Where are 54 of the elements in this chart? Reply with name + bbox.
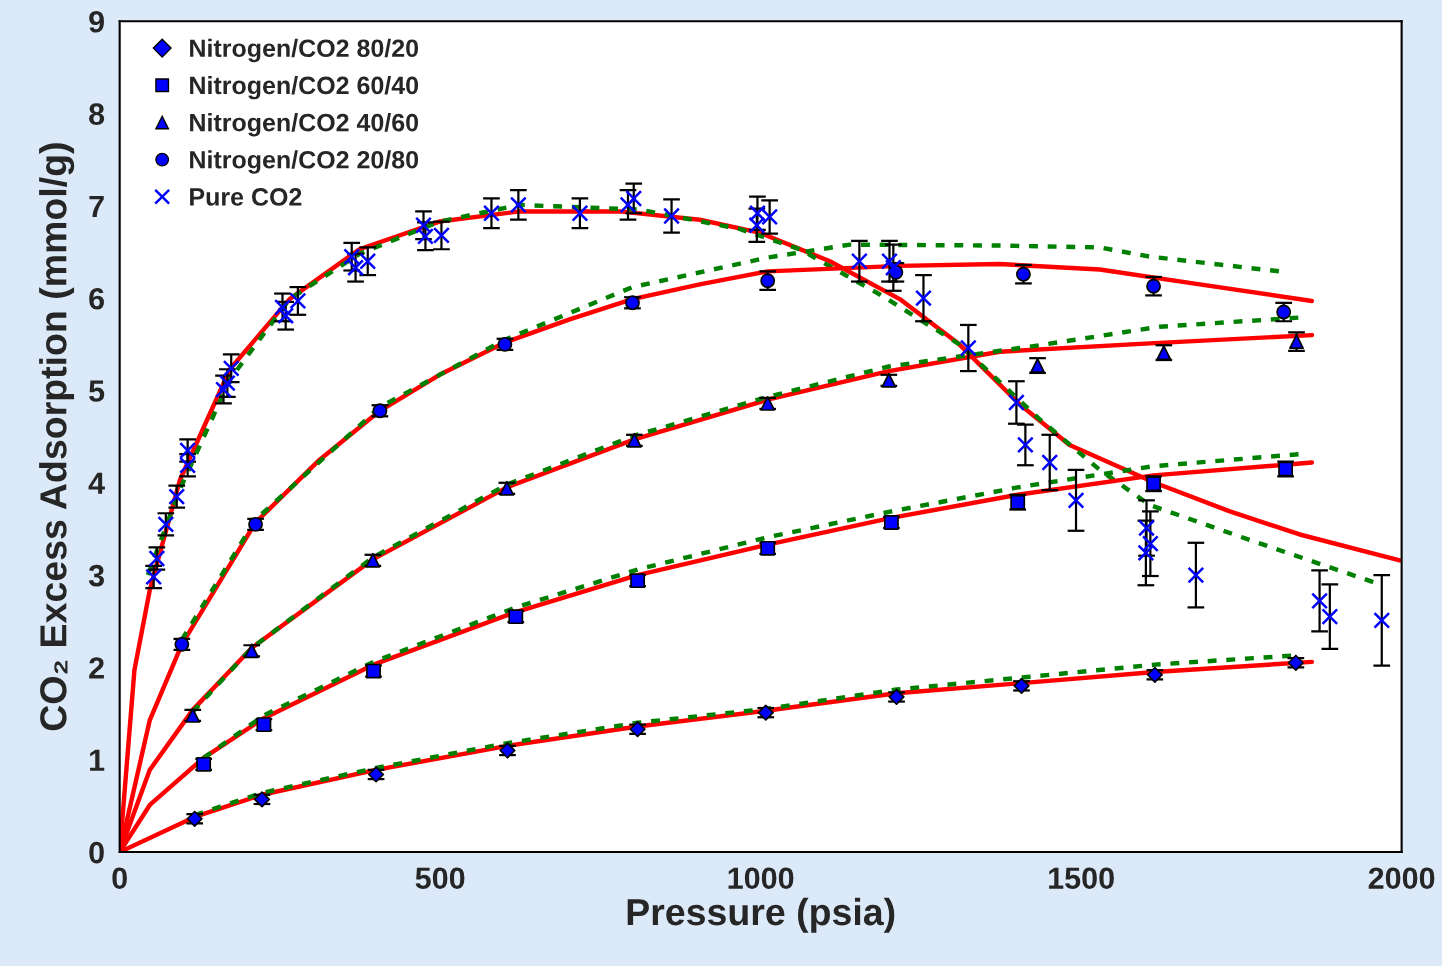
point [1373, 611, 1391, 629]
point [884, 259, 902, 277]
point [748, 216, 766, 234]
x-tick-label: 2000 [1368, 867, 1435, 890]
y-tick-label: 6 [89, 287, 104, 310]
point [218, 374, 236, 392]
legend-label: Nitrogen/CO2 20/80 [190, 150, 419, 174]
x-tick-label: 0 [112, 867, 127, 890]
y-tick-label: 9 [89, 10, 104, 33]
point [663, 207, 681, 225]
point [482, 204, 500, 222]
x-tick-label: 1500 [1049, 867, 1114, 890]
point [625, 189, 643, 208]
legend-label: Nitrogen/CO2 40/60 [190, 113, 419, 137]
point [222, 359, 240, 377]
point [959, 339, 977, 357]
point [1007, 393, 1025, 412]
legend-label: Pure CO2 [190, 188, 302, 206]
y-tick-label: 8 [89, 103, 105, 125]
y-tick-label: 2 [89, 657, 104, 679]
y-axis-title: CO₂ Excess Adsorption (mmol/g) [39, 143, 75, 731]
point [347, 259, 365, 277]
point [214, 381, 233, 399]
point [1137, 544, 1155, 562]
x-tick-label: 1000 [728, 867, 794, 890]
y-tick-label: 4 [88, 472, 105, 494]
point [277, 307, 295, 325]
point [273, 298, 292, 316]
point [1187, 566, 1205, 584]
y-tick-label: 3 [88, 564, 104, 587]
point [1321, 608, 1339, 626]
y-tick-label: 0 [89, 841, 104, 864]
point [289, 292, 307, 310]
legend-label: Nitrogen/CO2 60/40 [190, 75, 419, 100]
point [1137, 519, 1156, 537]
legend-label: Nitrogen/CO2 80/20 [190, 38, 419, 63]
y-tick-label: 7 [89, 195, 104, 217]
point [1067, 491, 1085, 509]
y-tick-label: 1 [90, 749, 105, 771]
point [850, 252, 868, 270]
point [1041, 453, 1059, 472]
point [359, 252, 377, 270]
point [1141, 535, 1159, 553]
point [619, 196, 637, 214]
point [1016, 436, 1034, 454]
point [509, 196, 527, 214]
y-tick-label: 5 [89, 380, 105, 402]
x-axis-title: Pressure (psia) [627, 897, 895, 933]
x-tick-label: 500 [415, 867, 465, 890]
point [880, 252, 899, 270]
point [1311, 592, 1329, 610]
point [914, 289, 932, 307]
point [343, 248, 361, 266]
point [571, 204, 589, 222]
